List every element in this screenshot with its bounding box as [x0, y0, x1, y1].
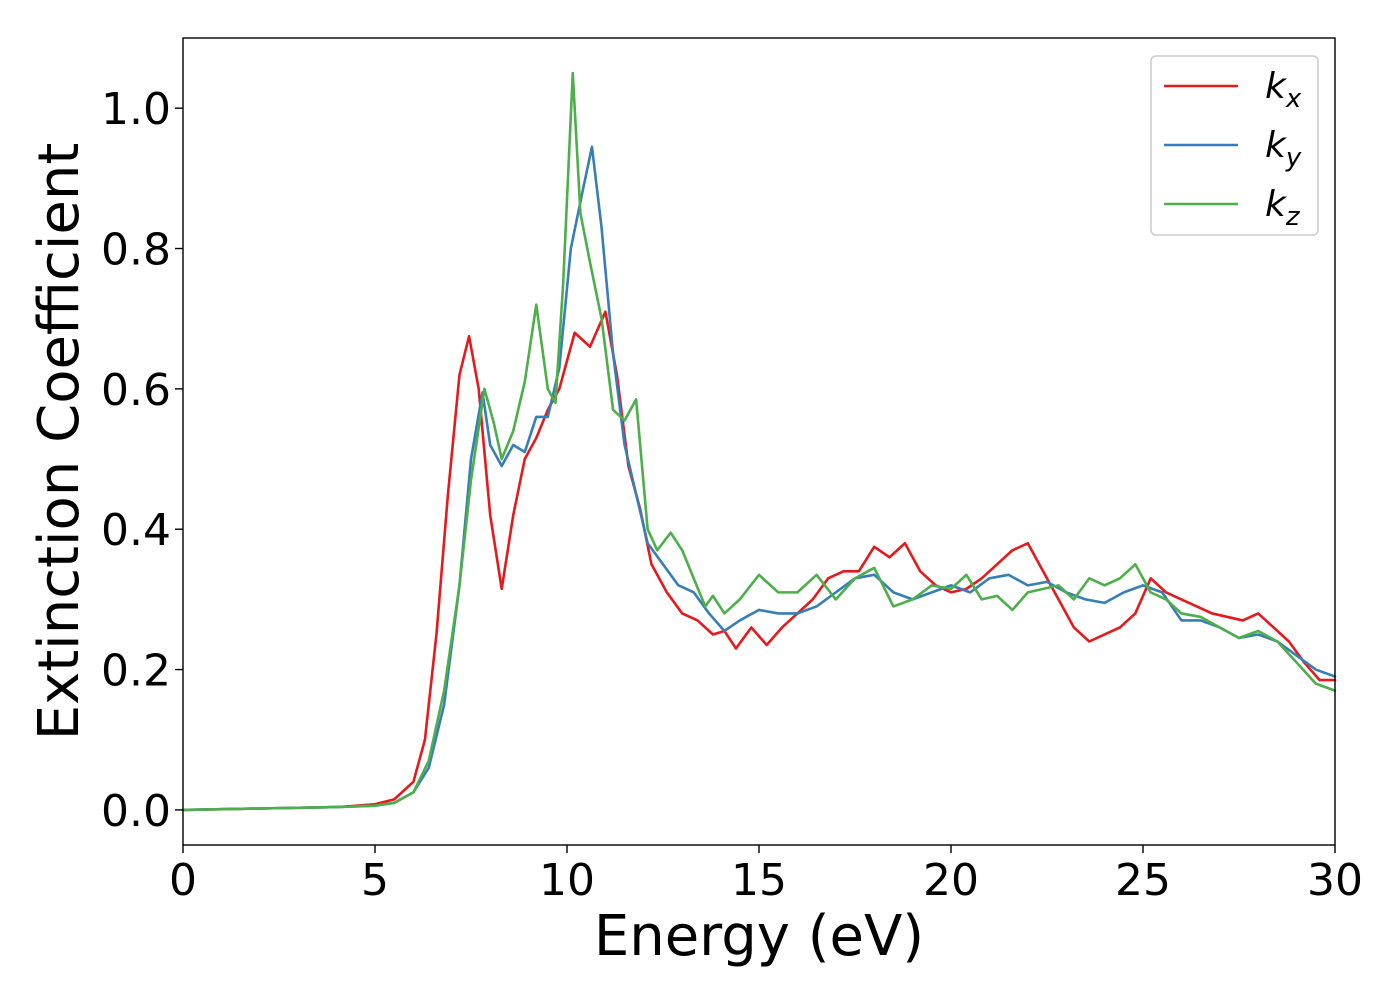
x-tick-label: 0 — [169, 855, 197, 906]
legend: kx ky kz — [1150, 55, 1319, 236]
y-tick-label: 0.0 — [101, 786, 171, 837]
series-layer — [181, 71, 1337, 812]
legend-label-z: kz — [1265, 184, 1301, 232]
y-tick-label: 0.4 — [101, 505, 171, 556]
x-tick-label: 20 — [923, 855, 979, 906]
x-tick-label: 10 — [539, 855, 595, 906]
x-tick-label: 25 — [1115, 855, 1171, 906]
x-tick-label: 5 — [361, 855, 389, 906]
ticks-layer: 0 5 10 15 20 25 30 0.0 0.2 0.4 0.6 0.8 1.0 — [101, 84, 1363, 906]
series-line-y — [181, 145, 1337, 812]
y-tick-label: 0.6 — [101, 365, 171, 416]
y-tick-label: 0.2 — [101, 646, 171, 697]
x-axis-title: Energy (eV) — [594, 904, 924, 969]
series-line-z — [181, 71, 1337, 812]
x-tick-label: 15 — [731, 855, 787, 906]
y-tick-label: 1.0 — [101, 84, 171, 135]
x-tick-label: 30 — [1307, 855, 1363, 906]
y-axis-title: Extinction Coefficient — [27, 143, 92, 741]
legend-label-y: ky — [1265, 125, 1302, 173]
legend-label-x: kx — [1265, 66, 1302, 114]
y-tick-label: 0.8 — [101, 225, 171, 276]
series-line-x — [181, 310, 1337, 812]
